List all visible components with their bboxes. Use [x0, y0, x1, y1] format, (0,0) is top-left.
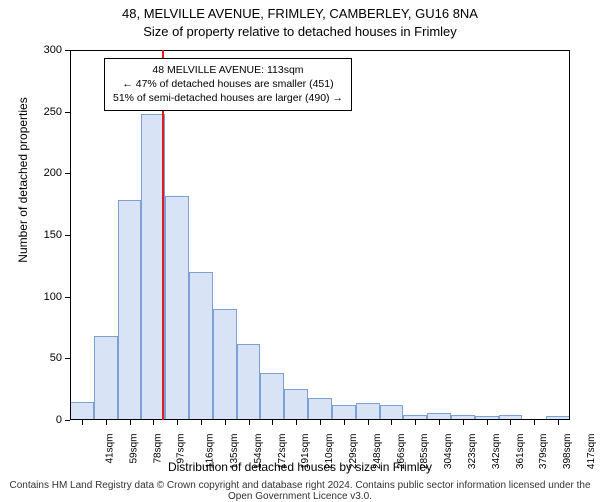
- xtick-mark: [296, 420, 297, 425]
- xtick-mark: [391, 420, 392, 425]
- chart-title-sub: Size of property relative to detached ho…: [0, 24, 600, 39]
- xtick-label: 59sqm: [128, 434, 139, 464]
- xtick-mark: [82, 420, 83, 425]
- callout-line-3: 51% of semi-detached houses are larger (…: [113, 91, 343, 105]
- ytick-label: 100: [44, 291, 62, 303]
- ytick-label: 50: [50, 352, 62, 364]
- xtick-mark: [177, 420, 178, 425]
- x-axis-label: Distribution of detached houses by size …: [0, 460, 600, 474]
- xtick-mark: [463, 420, 464, 425]
- xtick-mark: [320, 420, 321, 425]
- xtick-mark: [106, 420, 107, 425]
- ytick-label: 300: [44, 44, 62, 56]
- xtick-label: 41sqm: [104, 434, 115, 464]
- xtick-mark: [201, 420, 202, 425]
- ytick-label: 200: [44, 167, 62, 179]
- ytick-label: 250: [44, 106, 62, 118]
- ytick-mark: [65, 420, 70, 421]
- xtick-label: 78sqm: [152, 434, 163, 464]
- xtick-mark: [153, 420, 154, 425]
- y-axis-label: Number of detached properties: [16, 30, 30, 330]
- xtick-mark: [130, 420, 131, 425]
- callout-line-2: ← 47% of detached houses are smaller (45…: [113, 77, 343, 91]
- property-callout: 48 MELVILLE AVENUE: 113sqm ← 47% of deta…: [104, 58, 352, 111]
- ytick-label: 150: [44, 229, 62, 241]
- chart-title-address: 48, MELVILLE AVENUE, FRIMLEY, CAMBERLEY,…: [0, 6, 600, 21]
- ytick-label: 0: [56, 414, 62, 426]
- xtick-mark: [225, 420, 226, 425]
- callout-line-1: 48 MELVILLE AVENUE: 113sqm: [113, 63, 343, 77]
- xtick-mark: [249, 420, 250, 425]
- xtick-mark: [344, 420, 345, 425]
- xtick-mark: [415, 420, 416, 425]
- xtick-mark: [439, 420, 440, 425]
- xtick-label: 97sqm: [176, 434, 187, 464]
- footer-attribution: Contains HM Land Registry data © Crown c…: [0, 480, 600, 502]
- xtick-mark: [558, 420, 559, 425]
- xtick-mark: [510, 420, 511, 425]
- xtick-mark: [368, 420, 369, 425]
- xtick-mark: [272, 420, 273, 425]
- xtick-mark: [534, 420, 535, 425]
- xtick-mark: [487, 420, 488, 425]
- plot-area: 05010015020025030041sqm59sqm78sqm97sqm11…: [70, 50, 570, 420]
